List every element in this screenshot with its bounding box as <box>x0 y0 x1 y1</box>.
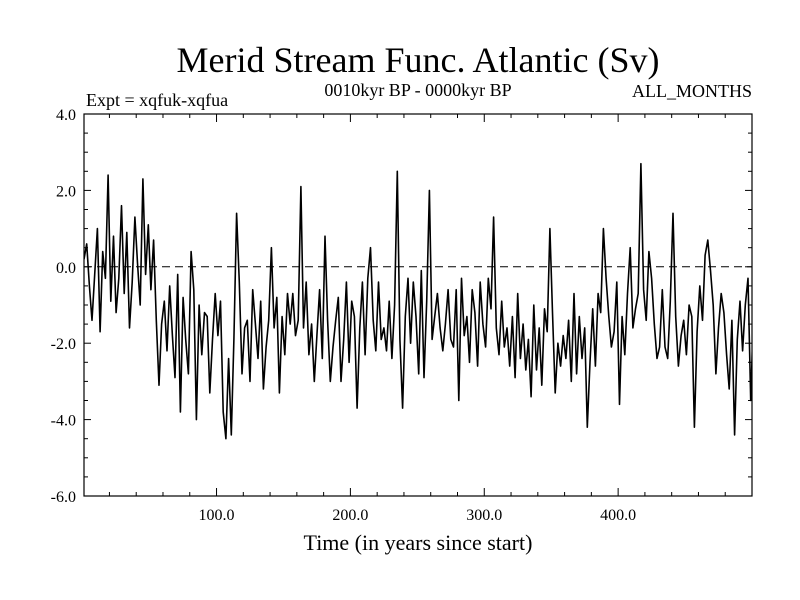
x-axis: 100.0 200.0 300.0 400.0 <box>108 114 726 524</box>
y-tick-label: 0.0 <box>56 260 76 277</box>
series-line <box>84 162 752 440</box>
y-tick-label: -6.0 <box>51 489 76 506</box>
y-axis: -6.0 -4.0 -2.0 0.0 2.0 4.0 <box>51 107 752 506</box>
x-tick-label: 100.0 <box>199 507 235 524</box>
chart-subtitle: 0010kyr BP - 0000kyr BP <box>324 80 511 100</box>
x-axis-label: Time (in years since start) <box>304 530 533 555</box>
months-label: ALL_MONTHS <box>632 81 752 101</box>
y-tick-label: -2.0 <box>51 336 76 353</box>
experiment-label: Expt = xqfuk-xqfua <box>86 90 228 110</box>
chart-title: Merid Stream Func. Atlantic (Sv) <box>177 40 660 80</box>
x-tick-label: 400.0 <box>600 507 636 524</box>
y-tick-label: -4.0 <box>51 413 76 430</box>
y-tick-label: 4.0 <box>56 107 76 124</box>
y-tick-label: 2.0 <box>56 183 76 200</box>
x-tick-label: 200.0 <box>332 507 368 524</box>
x-tick-label: 300.0 <box>466 507 502 524</box>
